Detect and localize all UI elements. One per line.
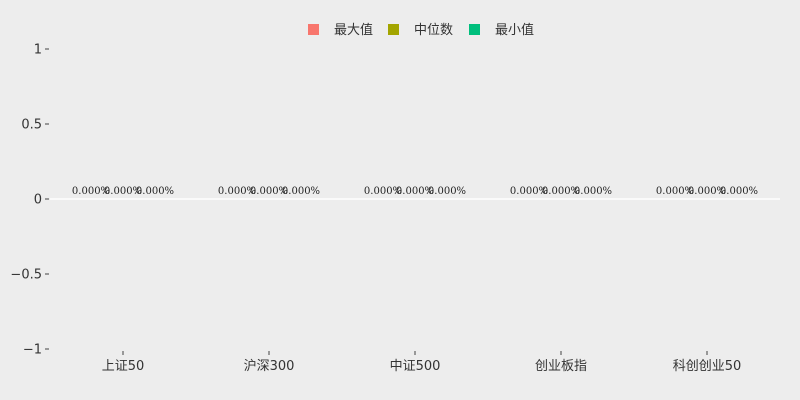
data-label: 0.000% <box>542 186 580 197</box>
legend-item: 中位数 <box>388 23 453 38</box>
data-labels: 0.000%0.000%0.000% 0.000%0.000%0.000% 0.00… <box>72 186 758 197</box>
x-tick-label: 中证500 <box>390 359 441 374</box>
legend: 最大值 中位数 最小值 <box>308 22 534 38</box>
data-label: 0.000% <box>574 186 612 197</box>
data-label: 0.000% <box>656 186 694 197</box>
data-label: 0.000% <box>218 186 256 197</box>
legend-label: 最小值 <box>495 22 534 38</box>
legend-label: 最大值 <box>334 22 373 38</box>
data-label: 0.000% <box>250 186 288 197</box>
x-tick-label: 上证50 <box>102 359 145 374</box>
y-axis: 1 0.5 0 −0.5 −1 <box>10 43 49 358</box>
data-label: 0.000% <box>136 186 174 197</box>
legend-swatch <box>308 24 319 35</box>
legend-item: 最小值 <box>469 22 534 38</box>
data-label: 0.000% <box>282 186 320 197</box>
data-label: 0.000% <box>396 186 434 197</box>
legend-swatch <box>469 24 480 35</box>
x-tick-label: 创业板指 <box>535 359 587 374</box>
data-label: 0.000% <box>510 186 548 197</box>
y-tick-label: 0 <box>34 193 42 208</box>
data-label: 0.000% <box>104 186 142 197</box>
y-tick-label: −0.5 <box>10 268 42 283</box>
legend-swatch <box>388 24 399 35</box>
data-label: 0.000% <box>720 186 758 197</box>
y-tick-label: 0.5 <box>21 118 42 133</box>
x-tick-label: 沪深300 <box>244 358 295 374</box>
y-tick-label: 1 <box>34 43 42 58</box>
x-axis: 上证50 沪深300 中证500 创业板指 科创创业50 <box>102 351 742 374</box>
data-label: 0.000% <box>428 186 466 197</box>
y-tick-label: −1 <box>23 343 42 358</box>
x-tick-label: 科创创业50 <box>673 359 742 374</box>
data-label: 0.000% <box>364 186 402 197</box>
data-label: 0.000% <box>72 186 110 197</box>
data-label: 0.000% <box>688 186 726 197</box>
legend-label: 中位数 <box>414 23 453 38</box>
legend-item: 最大值 <box>308 22 373 38</box>
